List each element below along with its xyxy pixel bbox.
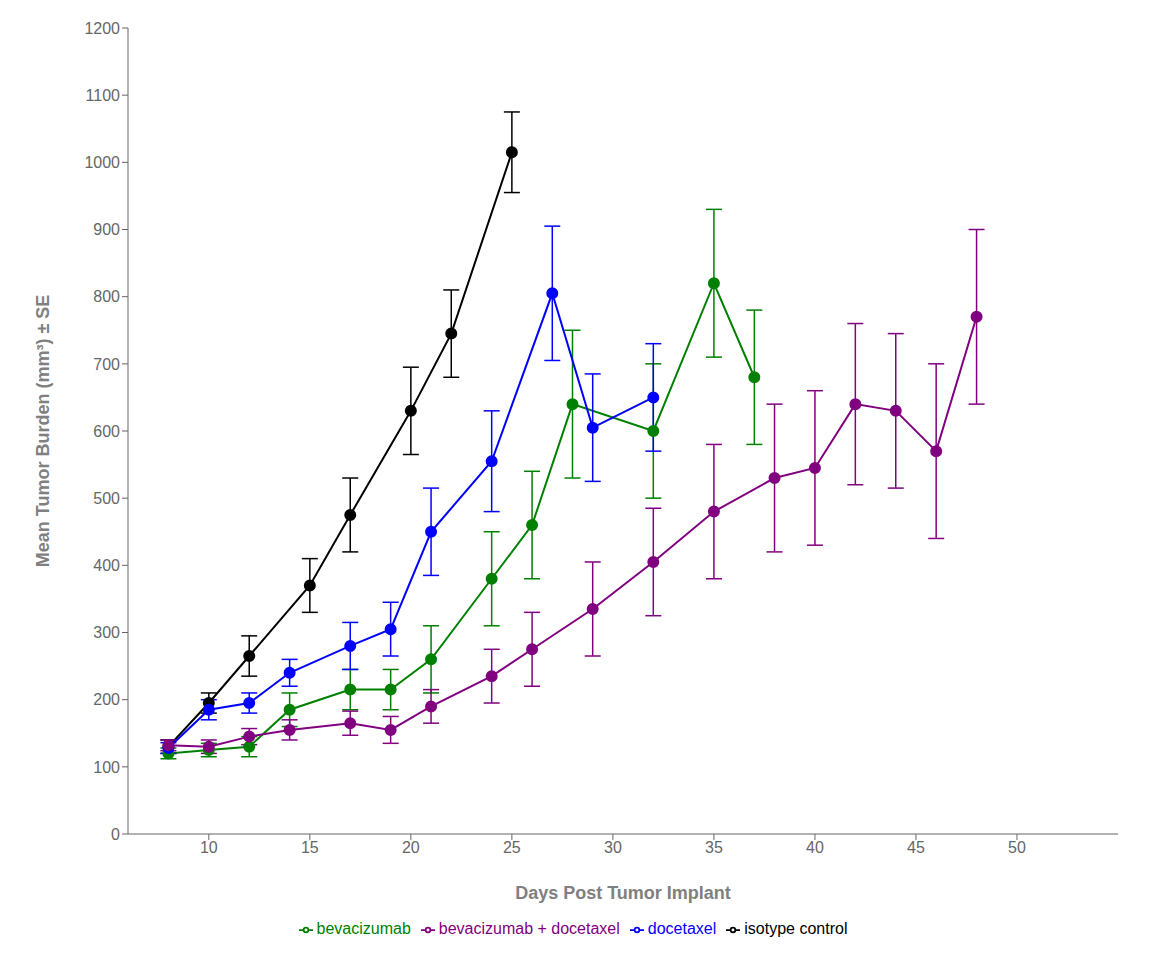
svg-text:400: 400 (93, 557, 120, 574)
svg-text:1000: 1000 (84, 154, 120, 171)
svg-text:35: 35 (705, 839, 723, 856)
svg-text:1200: 1200 (84, 20, 120, 37)
svg-text:800: 800 (93, 288, 120, 305)
svg-text:100: 100 (93, 759, 120, 776)
html-text:bevacizumab: bevacizumab (316, 920, 411, 937)
svg-text:30: 30 (604, 839, 622, 856)
html-text:docetaxel: docetaxel (647, 920, 717, 937)
svg-text:Mean Tumor Burden (mm³) ± SE: Mean Tumor Burden (mm³) ± SE (33, 295, 53, 568)
svg-text:600: 600 (93, 423, 120, 440)
svg-text:20: 20 (402, 839, 420, 856)
svg-text:1100: 1100 (86, 87, 121, 104)
svg-text:10: 10 (200, 839, 218, 856)
html-text:bevacizumab + docetaxel: bevacizumab + docetaxel (438, 920, 620, 937)
svg-text:300: 300 (93, 624, 120, 641)
svg-text:900: 900 (93, 221, 120, 238)
svg-text:40: 40 (806, 839, 824, 856)
svg-text:700: 700 (93, 356, 120, 373)
svg-text:45: 45 (907, 839, 925, 856)
svg-text:15: 15 (301, 839, 319, 856)
svg-text:200: 200 (93, 691, 120, 708)
svg-text:500: 500 (93, 490, 120, 507)
svg-text:25: 25 (503, 839, 521, 856)
svg-text:Days Post Tumor Implant: Days Post Tumor Implant (515, 883, 731, 903)
svg-text:0: 0 (111, 826, 120, 843)
svg-text:50: 50 (1008, 839, 1026, 856)
html-text:isotype control: isotype control (744, 920, 848, 937)
